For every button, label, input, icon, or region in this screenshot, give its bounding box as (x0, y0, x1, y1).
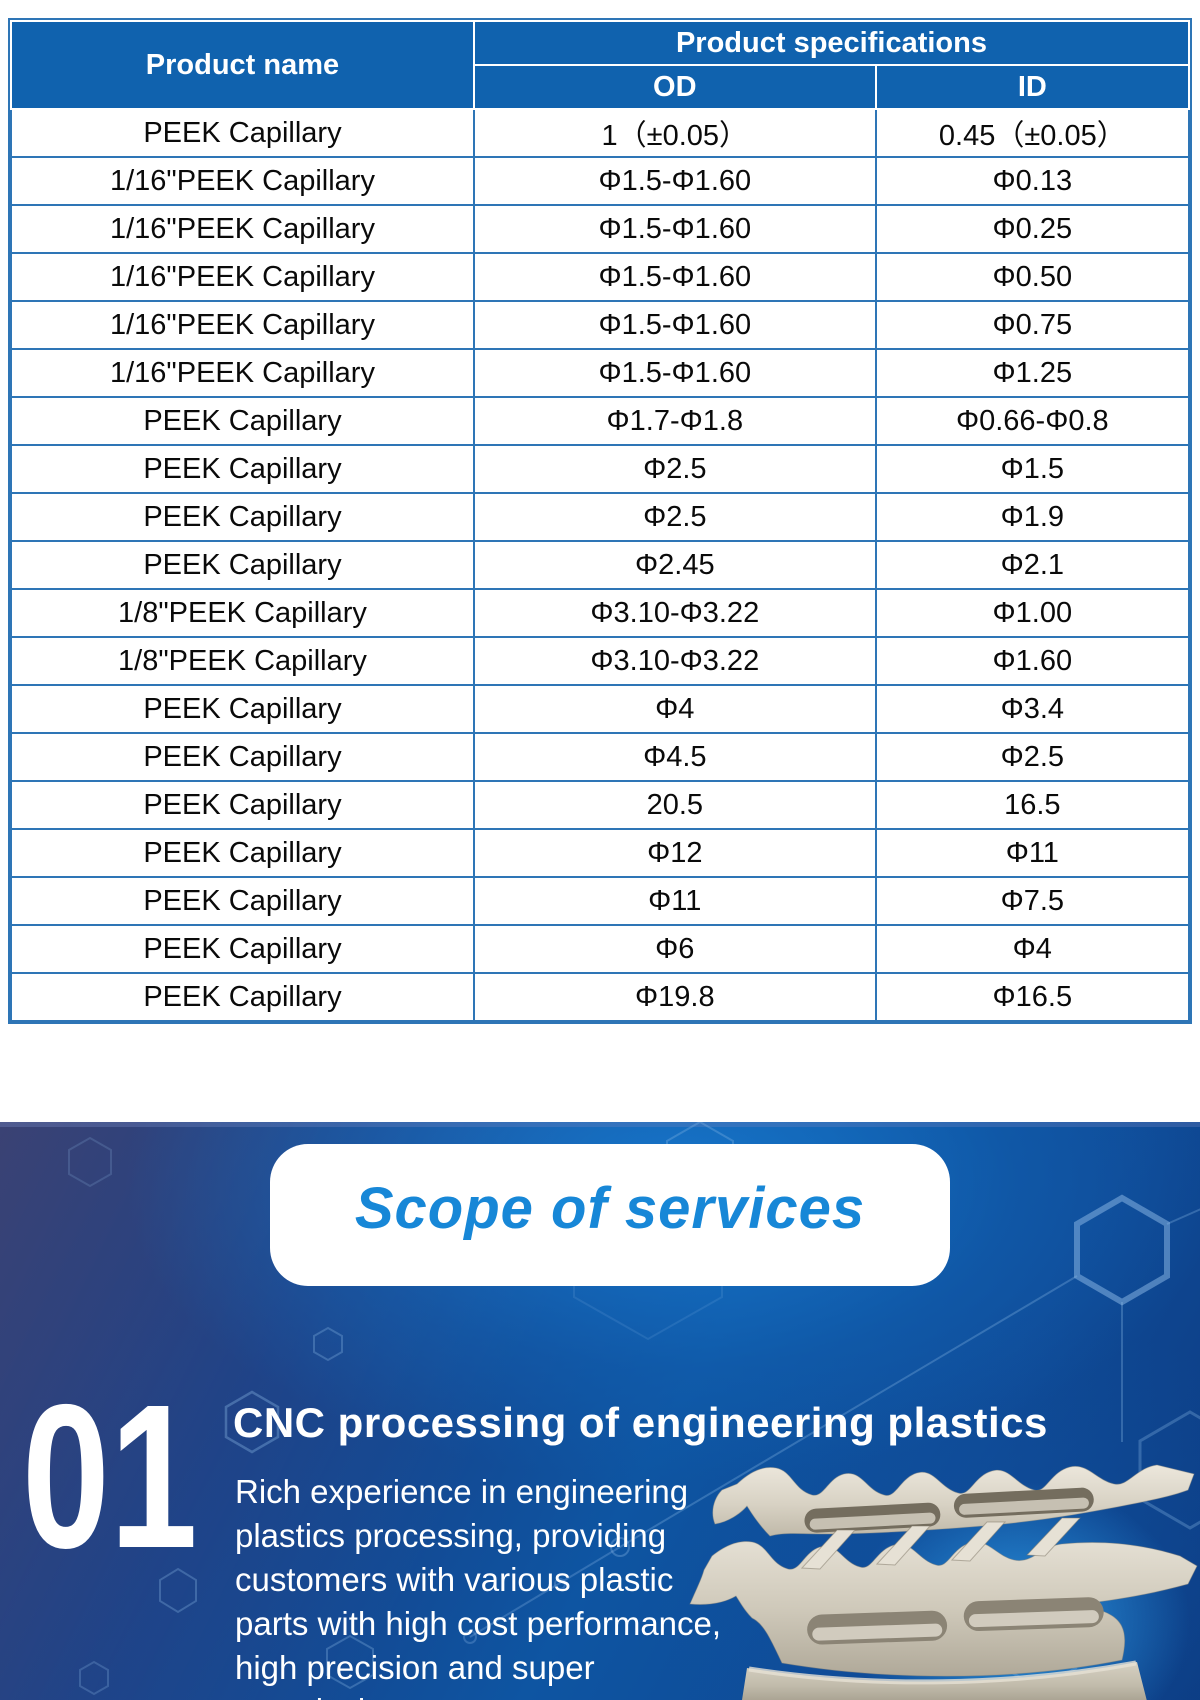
table-cell: 1/16"PEEK Capillary (10, 204, 475, 254)
table-cell: Φ2.5 (874, 732, 1191, 782)
table-cell: Φ1.7-Φ1.8 (472, 396, 877, 446)
table-cell: 1/16"PEEK Capillary (10, 156, 475, 206)
table-cell: PEEK Capillary (10, 444, 475, 494)
table-body: PEEK Capillary 1（±0.05） 0.45（±0.05） 1/16"PE… (10, 108, 1191, 1022)
hexagon-pattern (68, 1122, 1200, 1696)
table-row: PEEK Capillary Φ1.7-Φ1.8 Φ0.66-Φ0.8 (10, 396, 1191, 446)
table-cell: 1/8"PEEK Capillary (10, 636, 475, 686)
table-cell: PEEK Capillary (10, 540, 475, 590)
table-cell: PEEK Capillary (10, 108, 475, 158)
table-cell: Φ3.4 (874, 684, 1191, 734)
table-cell: Φ11 (472, 876, 877, 926)
table-cell: PEEK Capillary (10, 684, 475, 734)
table-cell: 1/8"PEEK Capillary (10, 588, 475, 638)
table-cell: Φ4.5 (472, 732, 877, 782)
table-cell: 1（±0.05） (472, 108, 877, 158)
table-row: PEEK Capillary Φ4.5 Φ2.5 (10, 732, 1191, 782)
table-cell: Φ0.25 (874, 204, 1191, 254)
table-row: PEEK Capillary Φ6 Φ4 (10, 924, 1191, 974)
table-cell: PEEK Capillary (10, 492, 475, 542)
table-row: PEEK Capillary Φ19.8 Φ16.5 (10, 972, 1191, 1022)
scope-of-services-section: Scope of services 01 CNC processing of e… (0, 1122, 1200, 1700)
table-row: 1/16"PEEK Capillary Φ1.5-Φ1.60 Φ0.75 (10, 300, 1191, 350)
table-row: PEEK Capillary 20.5 16.5 (10, 780, 1191, 830)
column-header-od: OD (472, 64, 877, 110)
column-header-product-name: Product name (10, 20, 475, 110)
table-row: PEEK Capillary Φ12 Φ11 (10, 828, 1191, 878)
table-row: PEEK Capillary Φ2.5 Φ1.5 (10, 444, 1191, 494)
table-cell: Φ19.8 (472, 972, 877, 1022)
table-row: 1/16"PEEK Capillary Φ1.5-Φ1.60 Φ1.25 (10, 348, 1191, 398)
table-cell: Φ0.66-Φ0.8 (874, 396, 1191, 446)
table-row: PEEK Capillary 1（±0.05） 0.45（±0.05） (10, 108, 1191, 158)
section-top-strip (0, 1122, 1200, 1127)
table-cell: Φ3.10-Φ3.22 (472, 636, 877, 686)
table-cell: Φ0.50 (874, 252, 1191, 302)
column-header-id: ID (874, 64, 1191, 110)
service-item-description: Rich experience in engineering plastics … (235, 1473, 722, 1700)
table-cell: Φ2.45 (472, 540, 877, 590)
table-cell: Φ1.25 (874, 348, 1191, 398)
table-cell: 1/16"PEEK Capillary (10, 300, 475, 350)
table-cell: Φ2.5 (472, 492, 877, 542)
table-cell: PEEK Capillary (10, 924, 475, 974)
table-row: 1/16"PEEK Capillary Φ1.5-Φ1.60 Φ0.25 (10, 204, 1191, 254)
table-cell: PEEK Capillary (10, 396, 475, 446)
service-item-heading: CNC processing of engineering plastics (233, 1399, 1048, 1446)
table-cell: Φ1.60 (874, 636, 1191, 686)
table-cell: Φ1.5-Φ1.60 (472, 300, 877, 350)
table-cell: Φ4 (874, 924, 1191, 974)
table-cell: Φ1.5-Φ1.60 (472, 156, 877, 206)
table-cell: 20.5 (472, 780, 877, 830)
table-cell: Φ4 (472, 684, 877, 734)
table-cell: Φ1.9 (874, 492, 1191, 542)
table-cell: PEEK Capillary (10, 732, 475, 782)
table-cell: 1/16"PEEK Capillary (10, 348, 475, 398)
table-cell: Φ0.13 (874, 156, 1191, 206)
table-row: 1/8"PEEK Capillary Φ3.10-Φ3.22 Φ1.60 (10, 636, 1191, 686)
table-cell: Φ1.00 (874, 588, 1191, 638)
table-cell: Φ1.5-Φ1.60 (472, 204, 877, 254)
table-row: 1/16"PEEK Capillary Φ1.5-Φ1.60 Φ0.13 (10, 156, 1191, 206)
service-item-number: 01 (22, 1362, 198, 1591)
table-cell: Φ1.5 (874, 444, 1191, 494)
table-row: PEEK Capillary Φ4 Φ3.4 (10, 684, 1191, 734)
section-title: Scope of services (354, 1175, 866, 1241)
table-row: PEEK Capillary Φ11 Φ7.5 (10, 876, 1191, 926)
table-cell: Φ12 (472, 828, 877, 878)
table-cell: PEEK Capillary (10, 876, 475, 926)
table-cell: Φ16.5 (874, 972, 1191, 1022)
table-cell: Φ1.5-Φ1.60 (472, 348, 877, 398)
table-cell: 16.5 (874, 780, 1191, 830)
table-cell: Φ6 (472, 924, 877, 974)
table-cell: 1/16"PEEK Capillary (10, 252, 475, 302)
section-title-card: Scope of services (270, 1144, 950, 1286)
column-header-product-specifications: Product specifications (472, 20, 1191, 66)
table-row: PEEK Capillary Φ2.5 Φ1.9 (10, 492, 1191, 542)
table-cell: Φ11 (874, 828, 1191, 878)
product-spec-table: Product name Product specifications OD I… (8, 18, 1192, 1024)
table-row: PEEK Capillary Φ2.45 Φ2.1 (10, 540, 1191, 590)
table-cell: PEEK Capillary (10, 780, 475, 830)
table-cell: PEEK Capillary (10, 972, 475, 1022)
table-cell: Φ2.5 (472, 444, 877, 494)
table-cell: Φ2.1 (874, 540, 1191, 590)
table-row: 1/16"PEEK Capillary Φ1.5-Φ1.60 Φ0.50 (10, 252, 1191, 302)
table-cell: 0.45（±0.05） (874, 108, 1191, 158)
table-cell: Φ1.5-Φ1.60 (472, 252, 877, 302)
table-row: 1/8"PEEK Capillary Φ3.10-Φ3.22 Φ1.00 (10, 588, 1191, 638)
table-cell: Φ7.5 (874, 876, 1191, 926)
table-cell: PEEK Capillary (10, 828, 475, 878)
cnc-part-image (689, 1464, 1198, 1700)
table-cell: Φ0.75 (874, 300, 1191, 350)
table-cell: Φ3.10-Φ3.22 (472, 588, 877, 638)
